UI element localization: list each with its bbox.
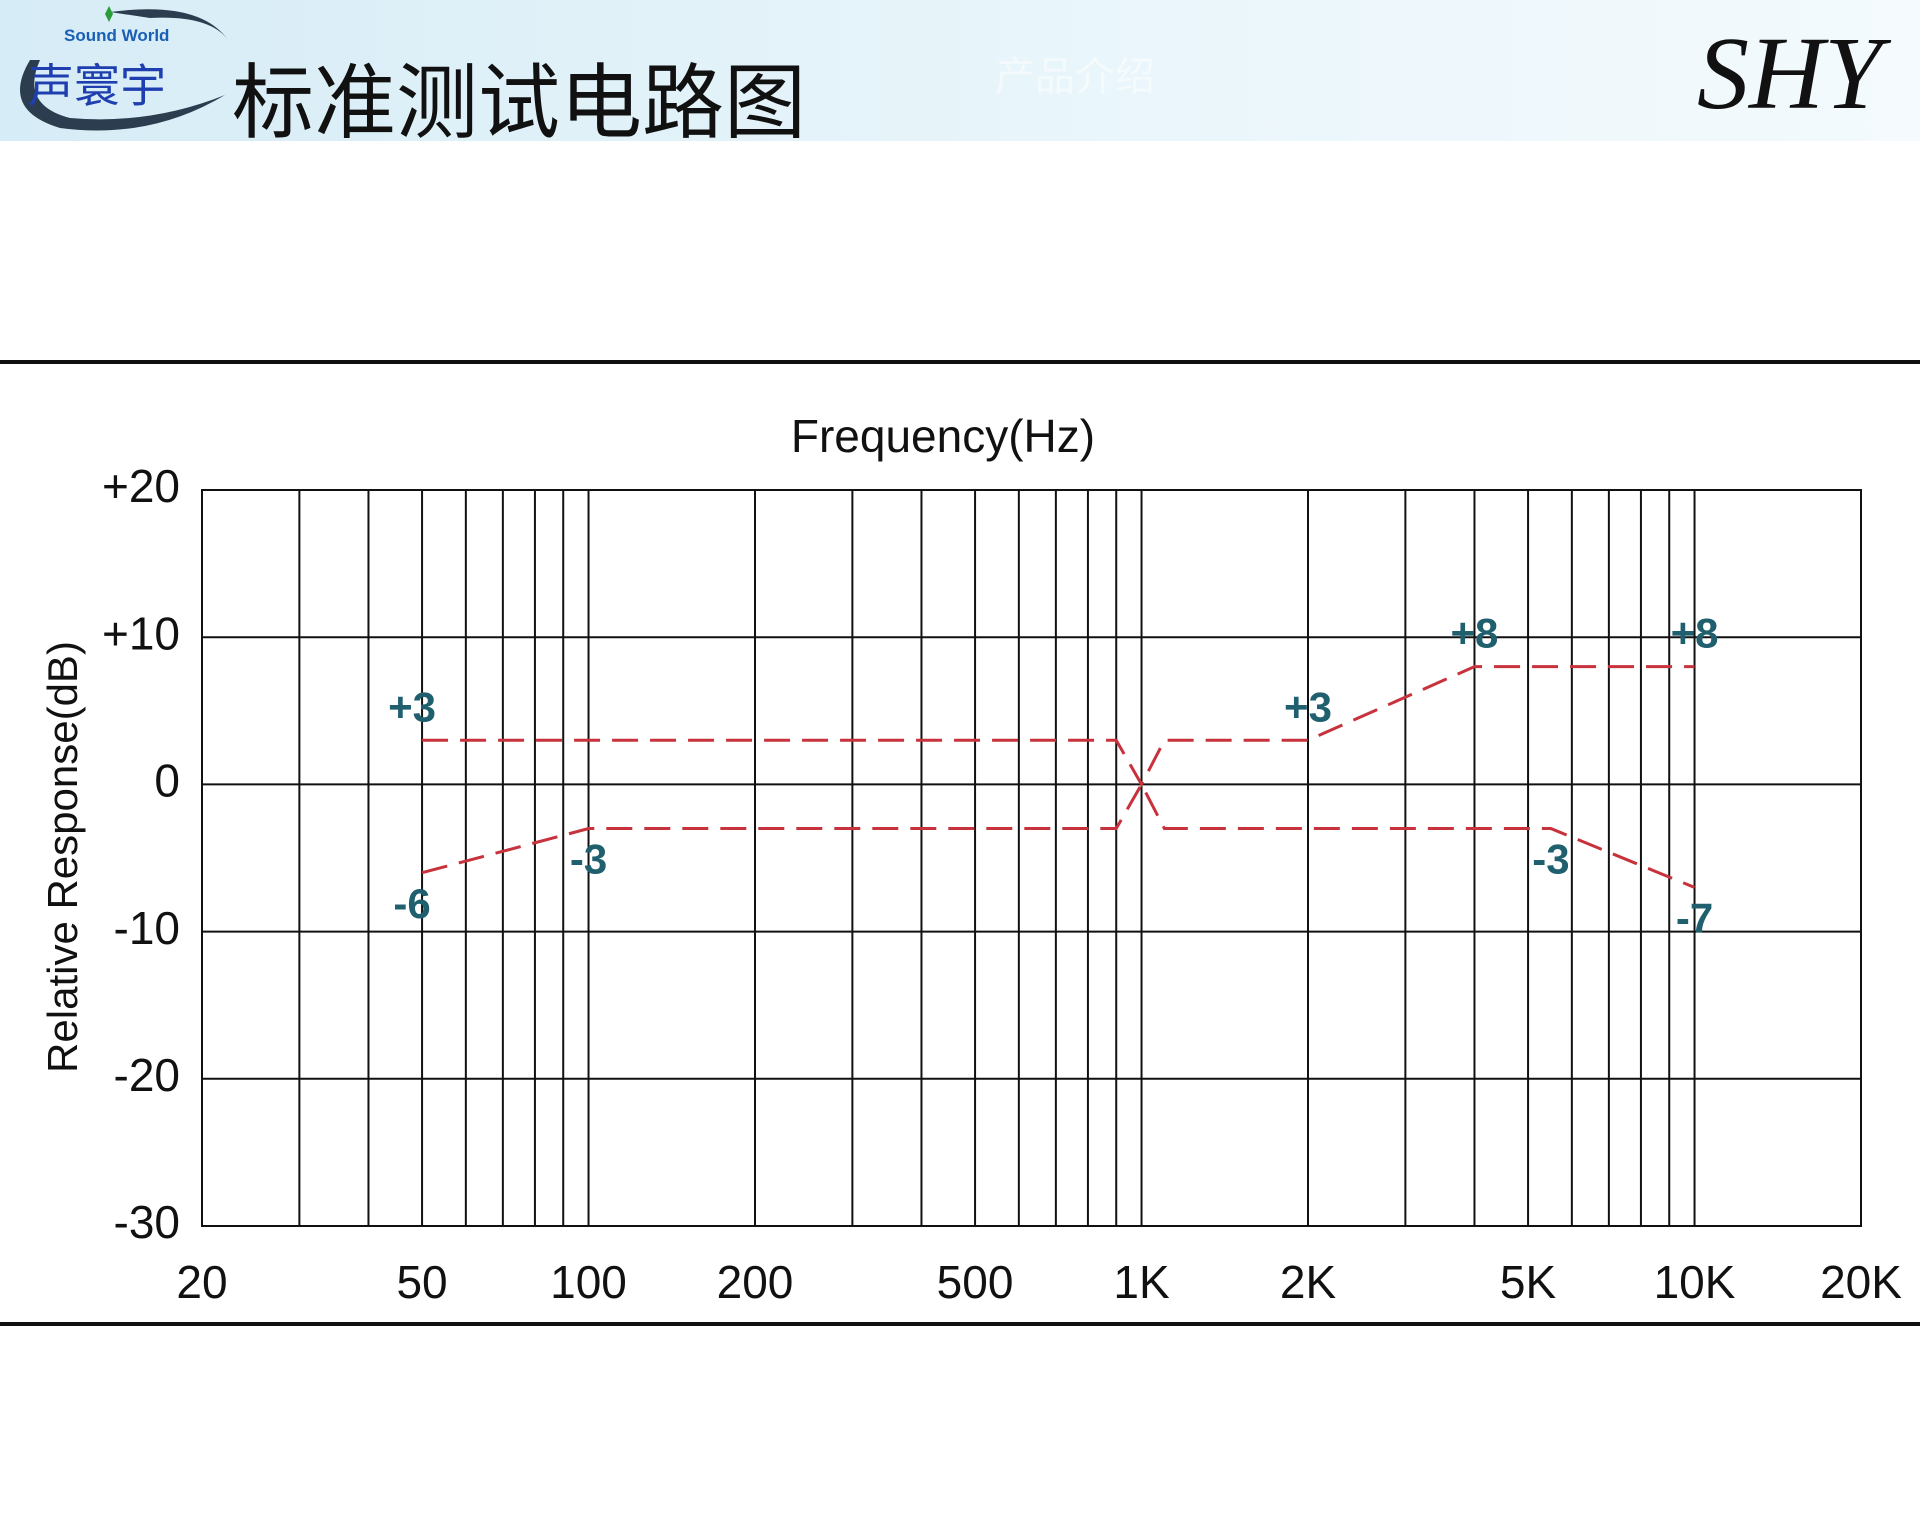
data-label: +8 [1671, 610, 1719, 657]
data-label: -7 [1676, 895, 1713, 942]
x-tick-label: 500 [937, 1256, 1014, 1308]
data-label: -6 [393, 880, 430, 927]
x-tick-label: 5K [1500, 1256, 1557, 1308]
x-tick-label: 20 [176, 1256, 227, 1308]
series-line [421, 781, 1696, 889]
header: Sound World 声寰宇 标准测试电路图 产品介绍 SHY [0, 0, 1920, 151]
x-tick-label: 200 [717, 1256, 794, 1308]
x-tick-label: 20K [1820, 1256, 1902, 1308]
data-label: -3 [570, 836, 607, 883]
x-tick-label: 10K [1654, 1256, 1736, 1308]
watermark: 产品介绍 [995, 54, 1155, 100]
logo-name: 声寰宇 [28, 59, 166, 113]
data-label: +3 [1284, 683, 1332, 730]
page-title: 标准测试电路图 [232, 56, 807, 151]
logo-text: Sound World [64, 26, 170, 45]
data-label: +8 [1451, 610, 1499, 657]
y-tick-label: 0 [154, 755, 180, 807]
y-tick-label: -20 [114, 1049, 180, 1101]
chart-title: Frequency(Hz) [791, 410, 1095, 462]
y-tick-label: +20 [102, 460, 180, 512]
data-label: +3 [388, 683, 436, 730]
series-line [422, 665, 1695, 788]
y-tick-label: +10 [102, 607, 180, 659]
x-tick-label: 50 [396, 1256, 447, 1308]
x-tick-label: 2K [1280, 1256, 1337, 1308]
logo-swoosh [20, 6, 228, 131]
x-tick-label: 1K [1113, 1256, 1170, 1308]
data-label: -3 [1532, 836, 1569, 883]
y-tick-label: -10 [114, 902, 180, 954]
y-tick-label: -30 [114, 1196, 180, 1248]
plot-frame [201, 489, 1862, 1227]
brand: SHY [1697, 16, 1882, 131]
x-tick-label: 100 [550, 1256, 627, 1308]
y-axis-label: Relative Response(dB) [39, 641, 86, 1073]
